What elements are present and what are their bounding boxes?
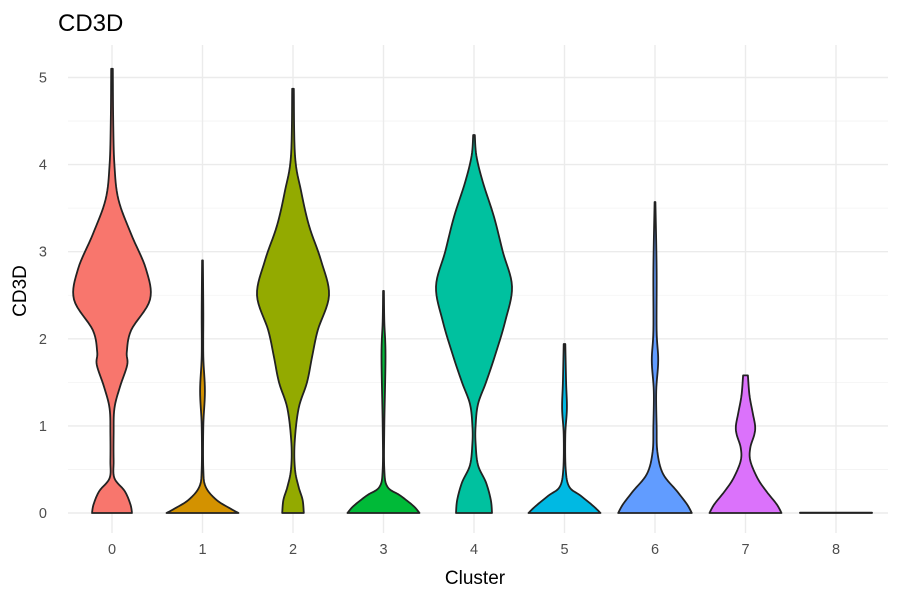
- x-tick-label: 0: [108, 542, 116, 558]
- x-tick-label: 8: [832, 542, 840, 558]
- violins: [72, 67, 873, 514]
- violin-cluster-7: [708, 374, 783, 514]
- y-tick-label: 3: [39, 245, 47, 261]
- violin-cluster-0: [72, 67, 152, 514]
- violin-cluster-4: [435, 134, 513, 514]
- violin-cluster-2: [256, 87, 330, 514]
- violin-cluster-1: [165, 259, 240, 514]
- violin-cluster-5: [527, 343, 602, 514]
- x-axis-ticks: 0 1 2 3 4 5 6 7 8: [108, 542, 840, 558]
- x-tick-label: 3: [379, 542, 387, 558]
- y-tick-label: 4: [39, 158, 47, 174]
- x-tick-label: 2: [289, 542, 297, 558]
- x-tick-label: 7: [741, 542, 749, 558]
- x-axis-title: Cluster: [445, 568, 506, 589]
- x-tick-label: 6: [651, 542, 659, 558]
- violin-cluster-6: [617, 201, 693, 514]
- x-tick-label: 5: [560, 542, 568, 558]
- x-tick-label: 1: [198, 542, 206, 558]
- y-axis-ticks: 0 1 2 3 4 5: [39, 71, 47, 523]
- x-tick-label: 4: [470, 542, 478, 558]
- y-tick-label: 2: [39, 332, 47, 348]
- chart-title: CD3D: [58, 10, 123, 37]
- y-tick-label: 0: [39, 506, 47, 522]
- y-axis-title: CD3D: [10, 265, 31, 317]
- y-tick-label: 5: [39, 71, 47, 87]
- violin-cluster-3: [346, 290, 421, 514]
- y-tick-label: 1: [39, 419, 47, 435]
